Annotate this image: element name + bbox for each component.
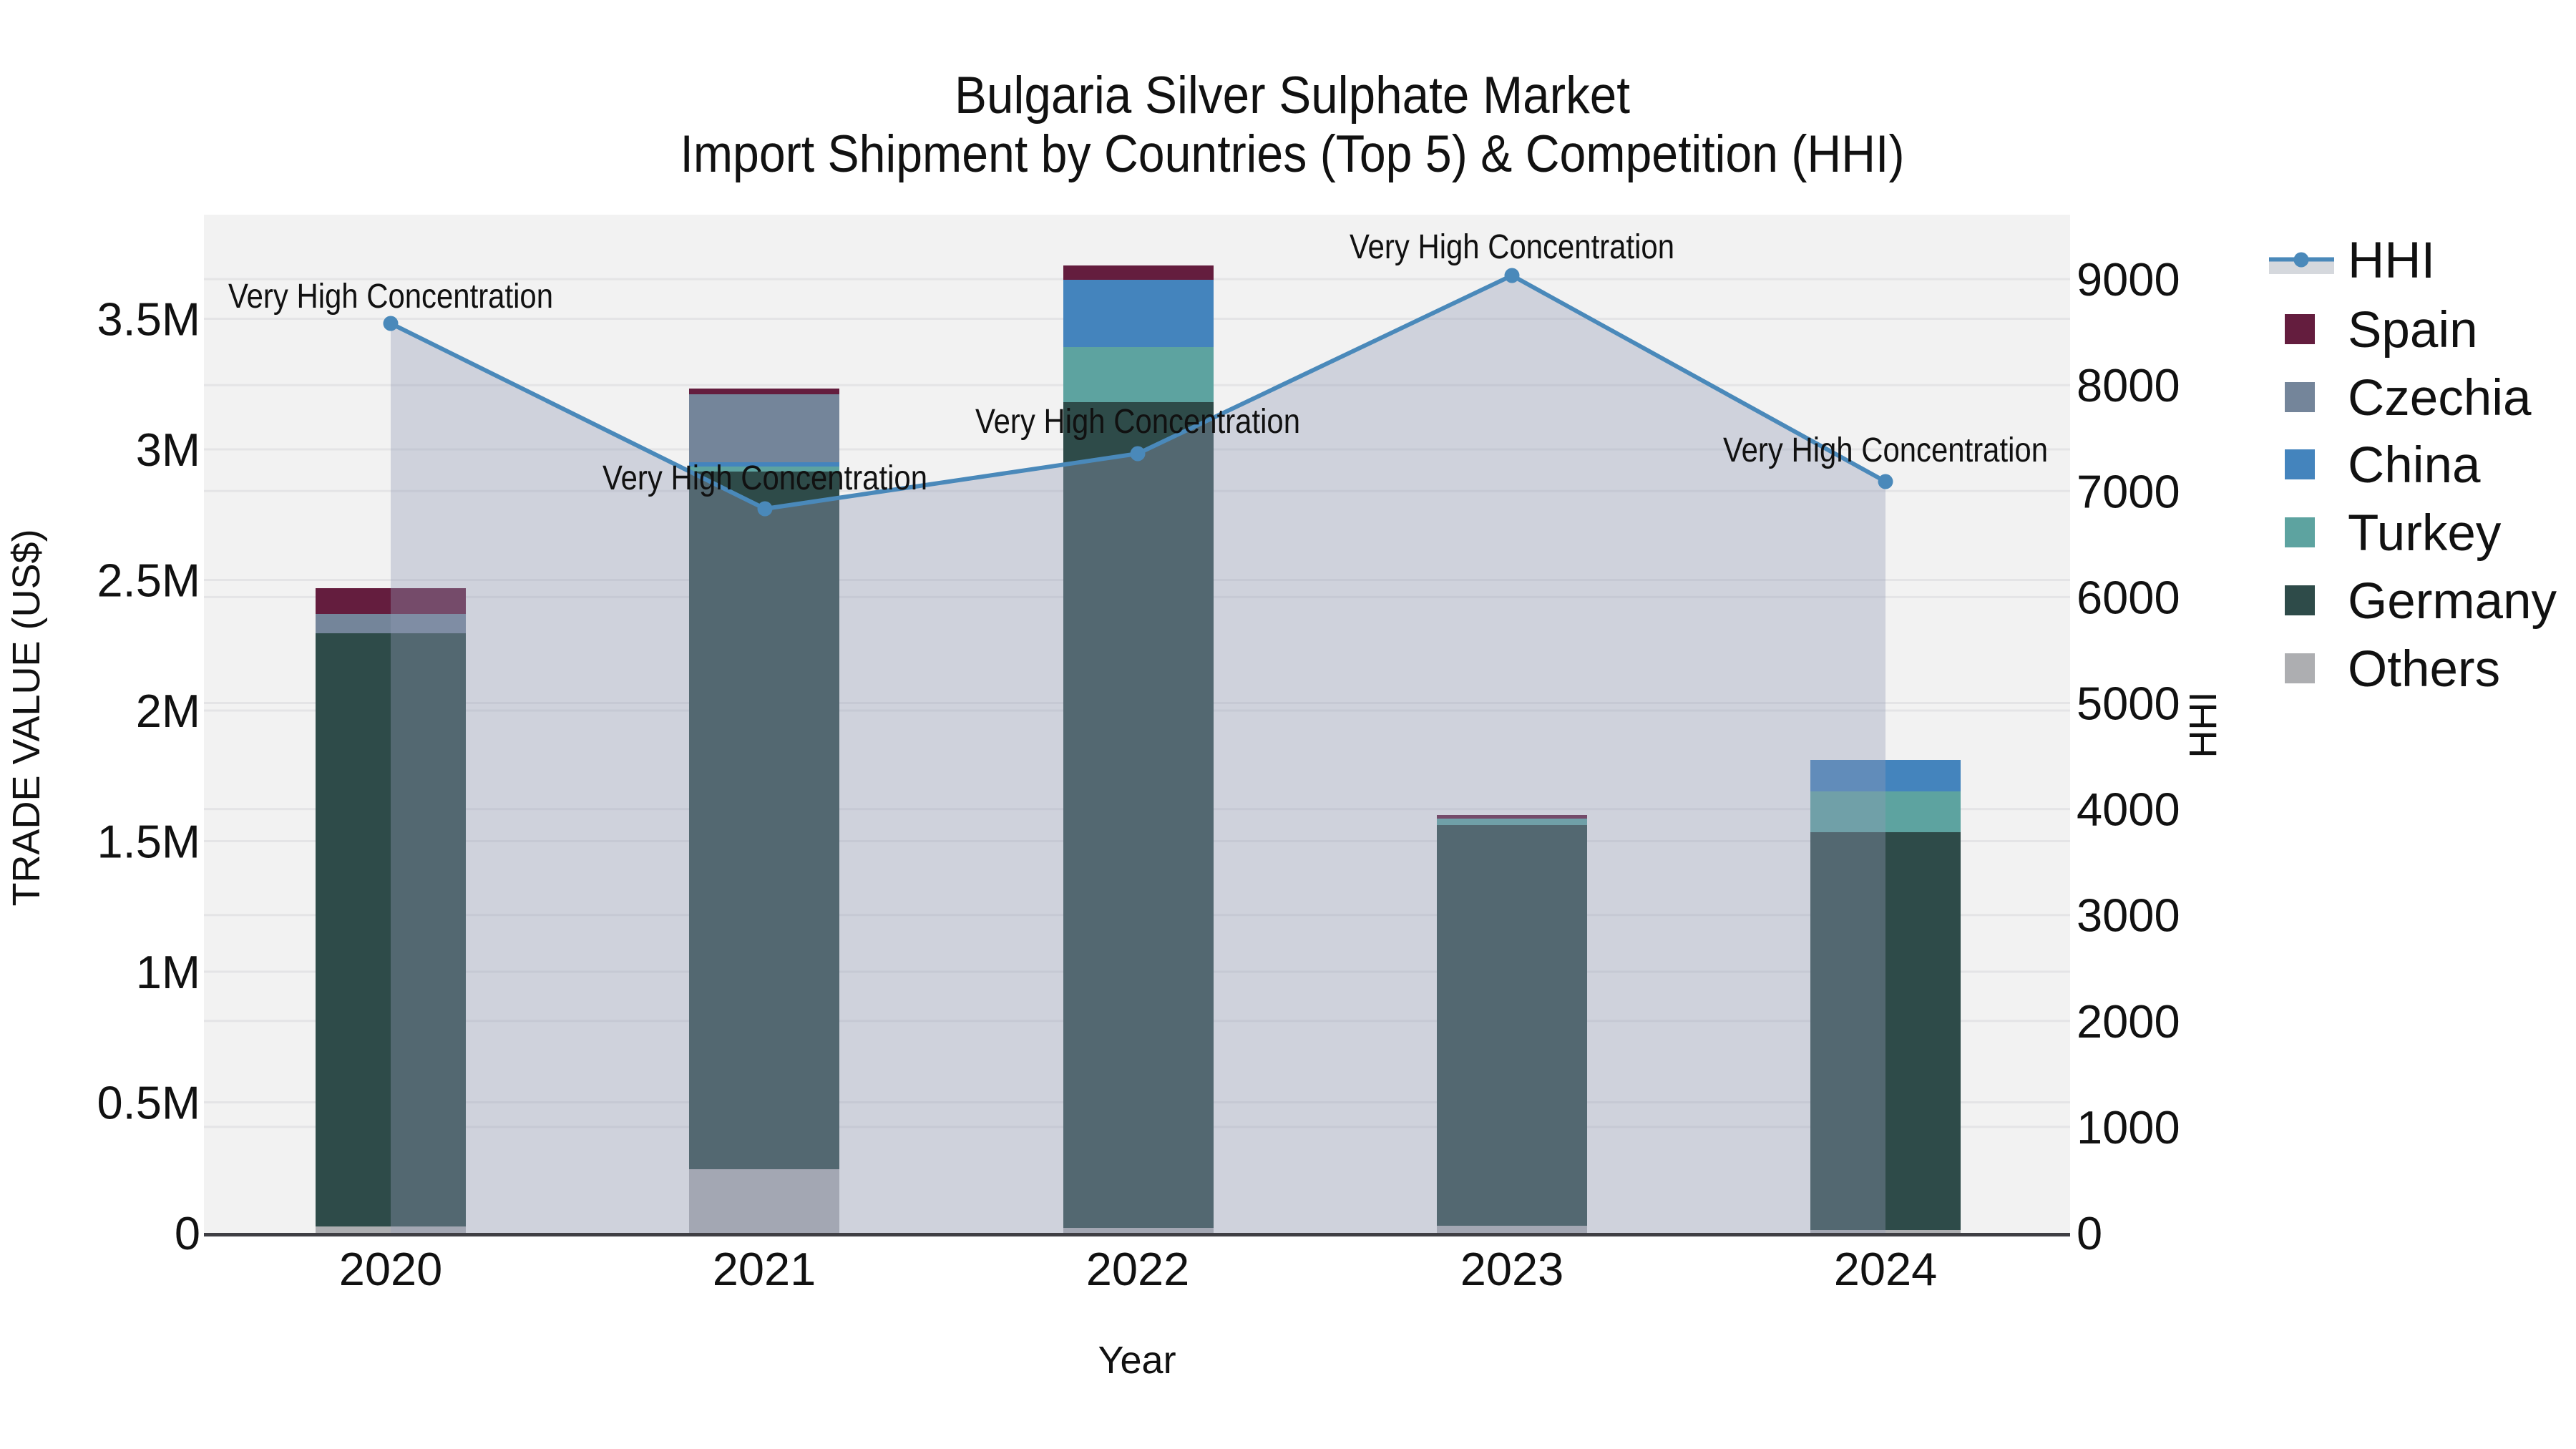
svg-text:China: China bbox=[2348, 437, 2481, 494]
svg-text:6000: 6000 bbox=[2077, 571, 2180, 623]
svg-text:HHI: HHI bbox=[2348, 233, 2435, 289]
svg-text:0: 0 bbox=[175, 1207, 200, 1259]
svg-text:1000: 1000 bbox=[2077, 1101, 2180, 1153]
svg-text:0.5M: 0.5M bbox=[97, 1077, 200, 1129]
svg-text:Germany: Germany bbox=[2348, 573, 2557, 630]
svg-text:4000: 4000 bbox=[2077, 784, 2180, 836]
svg-text:Very High Concentration: Very High Concentration bbox=[228, 278, 553, 316]
svg-text:2024: 2024 bbox=[1834, 1243, 1938, 1295]
svg-text:9000: 9000 bbox=[2077, 253, 2180, 306]
svg-text:Czechia: Czechia bbox=[2348, 370, 2532, 426]
svg-text:2020: 2020 bbox=[339, 1243, 443, 1295]
svg-text:Year: Year bbox=[1098, 1339, 1176, 1382]
svg-text:Very High Concentration: Very High Concentration bbox=[975, 403, 1300, 441]
svg-text:2022: 2022 bbox=[1086, 1243, 1190, 1295]
svg-text:Import Shipment by Countries (: Import Shipment by Countries (Top 5) & C… bbox=[680, 125, 1905, 183]
svg-text:3M: 3M bbox=[136, 424, 200, 476]
svg-text:2000: 2000 bbox=[2077, 995, 2180, 1048]
svg-text:Very High Concentration: Very High Concentration bbox=[1723, 431, 2048, 469]
svg-text:7000: 7000 bbox=[2077, 465, 2180, 517]
svg-text:8000: 8000 bbox=[2077, 359, 2180, 411]
svg-text:1.5M: 1.5M bbox=[97, 816, 200, 868]
svg-text:Spain: Spain bbox=[2348, 302, 2478, 358]
svg-text:TRADE VALUE (US$): TRADE VALUE (US$) bbox=[5, 529, 48, 906]
svg-text:2.5M: 2.5M bbox=[97, 555, 200, 607]
svg-text:HHI: HHI bbox=[2182, 692, 2225, 758]
svg-text:Others: Others bbox=[2348, 641, 2500, 698]
svg-text:1M: 1M bbox=[136, 946, 200, 998]
svg-text:Very High Concentration: Very High Concentration bbox=[1350, 228, 1674, 266]
svg-text:2021: 2021 bbox=[713, 1243, 816, 1295]
svg-text:0: 0 bbox=[2077, 1207, 2102, 1259]
svg-text:Turkey: Turkey bbox=[2348, 505, 2502, 562]
svg-text:Bulgaria Silver Sulphate Marke: Bulgaria Silver Sulphate Market bbox=[955, 67, 1630, 125]
svg-text:2M: 2M bbox=[136, 685, 200, 737]
svg-text:Very High Concentration: Very High Concentration bbox=[602, 459, 927, 497]
svg-text:3.5M: 3.5M bbox=[97, 293, 200, 346]
svg-text:2023: 2023 bbox=[1460, 1243, 1564, 1295]
svg-text:5000: 5000 bbox=[2077, 678, 2180, 730]
svg-text:3000: 3000 bbox=[2077, 889, 2180, 942]
